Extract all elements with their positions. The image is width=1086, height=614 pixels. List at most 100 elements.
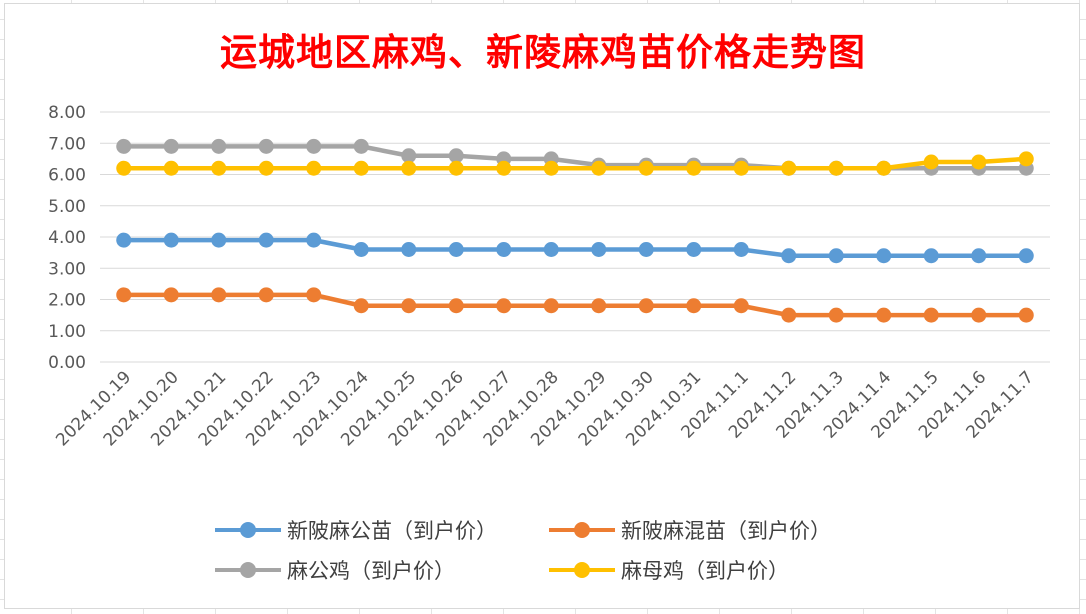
data-point [686,242,702,257]
data-point [971,248,987,264]
y-tick-label: 1.00 [48,322,86,342]
legend-label: 新陂麻公苗（到户价） [287,519,497,543]
legend-label: 麻母鸡（到户价） [621,559,789,583]
legend-line-icon [215,562,281,578]
data-point [211,232,227,248]
data-point [258,232,274,248]
data-point [781,160,797,176]
data-point [923,248,939,264]
data-point [353,298,369,314]
legend-item-series-0: 新陂麻公苗（到户价） [215,515,497,545]
data-point [781,248,797,264]
data-point [923,154,939,170]
y-tick-label: 8.00 [48,103,86,123]
data-point [116,287,132,303]
data-point [306,232,322,248]
y-tick-label: 0.00 [48,353,86,373]
series-line [121,237,1029,258]
series-line [121,292,1029,318]
data-point [163,138,179,154]
series-3 [116,151,1034,176]
data-point [401,242,417,257]
data-point [543,160,559,176]
y-tick-label: 7.00 [48,134,86,154]
y-axis-ticks: 0.00 1.00 2.00 3.00 4.00 5.00 6.00 7.00 8.00 [48,103,86,373]
data-point [828,248,844,264]
data-point [211,160,227,176]
data-point [828,307,844,323]
data-point [163,160,179,176]
data-point [828,160,844,176]
legend-label: 新陂麻混苗（到户价） [621,519,831,543]
data-point [733,160,749,176]
series-line [121,156,1029,171]
data-point [163,287,179,303]
data-point [258,138,274,154]
data-point [591,298,607,314]
data-point [496,160,512,176]
data-point [1018,151,1034,167]
data-point [448,160,464,176]
y-tick-label: 5.00 [48,197,86,217]
data-point [401,298,417,314]
legend-line-icon [549,522,615,538]
data-point [876,307,892,323]
data-point [306,160,322,176]
data-point [401,160,417,176]
gridlines [100,111,1050,363]
data-point [1018,307,1034,323]
x-axis-ticks: 2024.10.192024.10.202024.10.212024.10.22… [52,367,1037,450]
legend-item-series-1: 新陂麻混苗（到户价） [549,515,831,545]
data-point [353,138,369,154]
data-point [306,138,322,154]
data-point [211,287,227,303]
data-point [496,298,512,314]
data-point [258,287,274,303]
data-point [543,242,559,257]
data-point [686,160,702,176]
data-point [638,242,654,257]
data-point [353,160,369,176]
legend-marker-icon [574,522,590,538]
data-point [591,160,607,176]
y-tick-label: 3.00 [48,259,86,279]
legend-item-series-2: 麻公鸡（到户价） [215,555,455,585]
data-point [211,138,227,154]
legend-label: 麻公鸡（到户价） [287,559,455,583]
data-point [638,298,654,314]
series-lines [116,138,1034,323]
data-point [733,242,749,257]
data-point [923,307,939,323]
data-point [163,232,179,248]
data-point [971,154,987,170]
data-point [116,160,132,176]
data-point [591,242,607,257]
data-point [876,248,892,264]
data-point [353,242,369,257]
data-point [496,242,512,257]
data-point [306,287,322,303]
data-point [448,148,464,164]
data-point [448,298,464,314]
data-point [401,148,417,164]
data-point [686,298,702,314]
legend-line-icon [215,522,281,538]
legend-line-icon [549,562,615,578]
y-tick-label: 2.00 [48,291,86,311]
legend-item-series-3: 麻母鸡（到户价） [549,555,789,585]
data-point [116,232,132,248]
data-point [448,242,464,257]
data-point [543,298,559,314]
data-point [733,298,749,314]
series-0 [116,232,1034,264]
y-tick-label: 6.00 [48,166,86,186]
data-point [116,138,132,154]
data-point [971,307,987,323]
data-point [876,160,892,176]
y-tick-label: 4.00 [48,228,86,248]
data-point [638,160,654,176]
data-point [1018,248,1034,264]
data-point [781,307,797,323]
legend-marker-icon [240,562,256,578]
